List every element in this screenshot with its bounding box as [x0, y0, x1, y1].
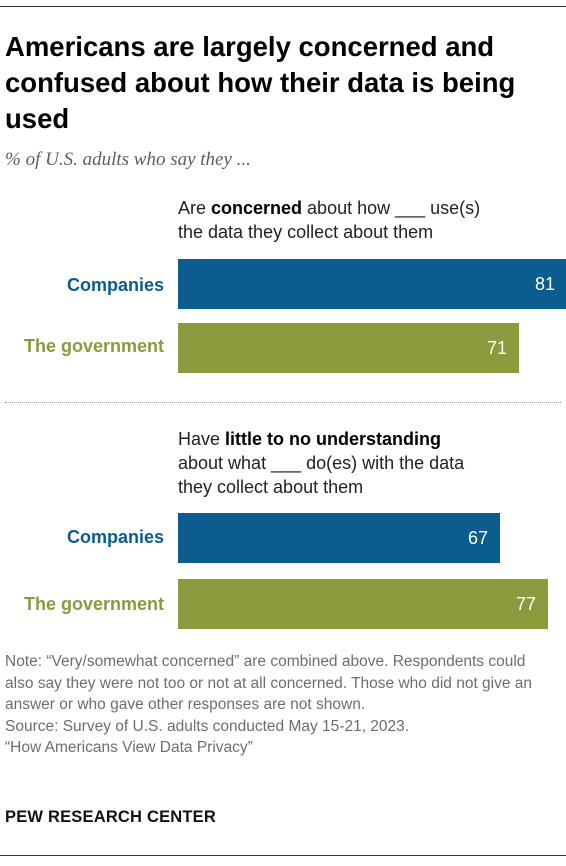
question-concerned: Are concerned about how ___ use(s) the d…: [178, 196, 548, 244]
bar: 81: [178, 259, 566, 309]
bar: 67: [178, 513, 500, 563]
top-rule: [0, 6, 566, 7]
source-text: Source: Survey of U.S. adults conducted …: [5, 717, 410, 735]
data-label: 77: [515, 593, 536, 614]
question-text: the data they collect about them: [178, 222, 434, 242]
category-label: The government: [23, 336, 164, 356]
chart-title: Americans are largely concerned and conf…: [5, 31, 516, 134]
category-label: Companies: [66, 527, 164, 547]
question-text: about how ___ use(s): [302, 198, 481, 218]
data-label: 67: [467, 527, 488, 548]
question-understanding: Have little to no understanding about wh…: [178, 427, 548, 499]
category-label: The government: [23, 594, 164, 614]
brand-logo-text: PEW RESEARCH CENTER: [5, 808, 216, 826]
note-text: Note: “Very/somewhat concerned” are comb…: [5, 653, 533, 713]
chart-subtitle: % of U.S. adults who say they ...: [5, 149, 251, 170]
chart-notes: Note: “Very/somewhat concerned” are comb…: [5, 651, 545, 759]
data-label: 81: [534, 273, 555, 294]
question-emphasis: concerned: [211, 198, 303, 218]
category-label: Companies: [66, 275, 164, 295]
question-text: Are: [178, 198, 212, 218]
question-emphasis: little to no understanding: [225, 429, 442, 449]
bottom-rule: [0, 855, 566, 856]
question-text: Have: [178, 429, 226, 449]
bar: 71: [178, 323, 519, 373]
report-title: “How Americans View Data Privacy”: [5, 739, 253, 756]
bar: 77: [178, 579, 548, 629]
question-text: about what ___ do(es) with the data: [178, 453, 465, 473]
data-label: 71: [486, 337, 507, 358]
question-text: they collect about them: [178, 477, 364, 497]
section-divider: [5, 402, 561, 403]
